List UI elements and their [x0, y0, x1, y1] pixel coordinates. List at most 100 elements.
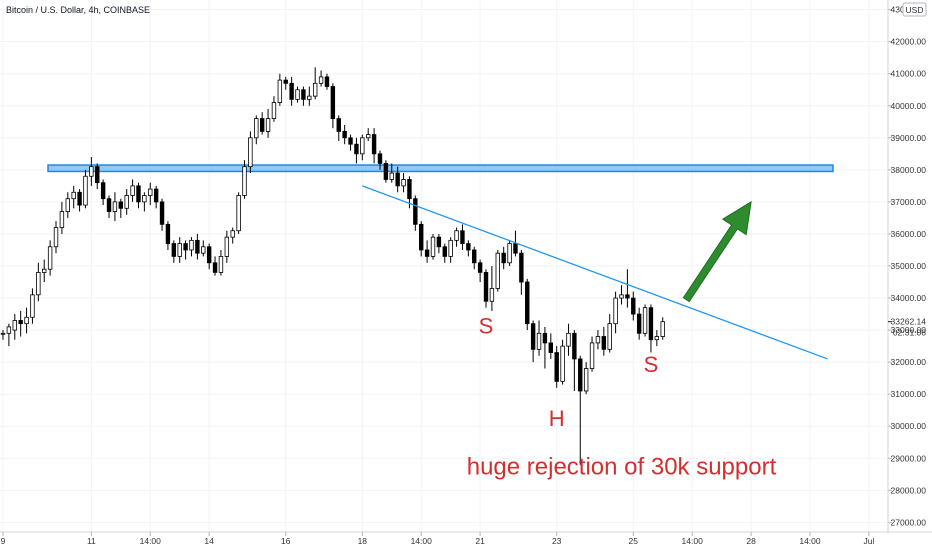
- candle[interactable]: [383, 160, 389, 183]
- candle[interactable]: [277, 73, 283, 106]
- candle[interactable]: [254, 115, 259, 145]
- price-axis[interactable]: 27000.00 28000.00 29000.00 30000.00 31000.00…: [888, 5, 926, 528]
- candle[interactable]: [625, 269, 630, 308]
- resistance-zone-rect[interactable]: [47, 164, 834, 173]
- candle[interactable]: [466, 240, 471, 257]
- candle[interactable]: [366, 128, 371, 142]
- candle[interactable]: [289, 76, 294, 106]
- candle[interactable]: [330, 83, 336, 129]
- candle[interactable]: [218, 249, 224, 276]
- candle[interactable]: [654, 330, 660, 347]
- candle[interactable]: [301, 86, 306, 106]
- candle[interactable]: [660, 317, 665, 340]
- candle[interactable]: [477, 259, 483, 283]
- candle[interactable]: [542, 326, 548, 369]
- candle[interactable]: [501, 246, 506, 270]
- candle[interactable]: [348, 134, 353, 151]
- candle[interactable]: [265, 108, 271, 138]
- candle[interactable]: [430, 233, 436, 260]
- candle[interactable]: [206, 243, 212, 270]
- candle[interactable]: [189, 237, 194, 257]
- candle[interactable]: [342, 124, 347, 145]
- candle[interactable]: [595, 330, 601, 350]
- candle[interactable]: [77, 189, 82, 212]
- candle[interactable]: [106, 195, 112, 218]
- candle[interactable]: [395, 166, 400, 193]
- candle[interactable]: [530, 320, 536, 363]
- candle[interactable]: [295, 86, 300, 103]
- candle[interactable]: [307, 86, 312, 106]
- candle[interactable]: [548, 333, 554, 359]
- candle[interactable]: [65, 192, 70, 218]
- candle[interactable]: [578, 355, 583, 465]
- candle[interactable]: [583, 362, 589, 395]
- candle[interactable]: [36, 262, 41, 302]
- candle[interactable]: [318, 70, 324, 87]
- candle[interactable]: [648, 304, 654, 353]
- trendline[interactable]: [362, 185, 828, 360]
- candle[interactable]: [495, 249, 500, 292]
- candle[interactable]: [148, 182, 153, 206]
- candle[interactable]: [212, 256, 218, 276]
- candle[interactable]: [42, 259, 47, 283]
- candle[interactable]: [0, 330, 6, 340]
- candle[interactable]: [177, 237, 182, 263]
- candle[interactable]: [442, 243, 447, 263]
- candle[interactable]: [18, 310, 23, 337]
- candle[interactable]: [30, 288, 35, 324]
- candle[interactable]: [619, 285, 624, 305]
- candle[interactable]: [566, 323, 571, 356]
- candle[interactable]: [53, 221, 59, 254]
- candle[interactable]: [554, 346, 559, 388]
- candle[interactable]: [572, 330, 577, 391]
- candle[interactable]: [636, 307, 642, 340]
- trendline-line[interactable]: [362, 185, 828, 360]
- candle[interactable]: [454, 227, 459, 247]
- candle[interactable]: [360, 134, 365, 161]
- candle[interactable]: [259, 112, 265, 135]
- candle[interactable]: [613, 291, 618, 334]
- candle[interactable]: [513, 230, 518, 257]
- candle[interactable]: [59, 201, 65, 234]
- candle[interactable]: [377, 150, 383, 170]
- candle[interactable]: [71, 185, 76, 209]
- candle[interactable]: [183, 240, 188, 260]
- candle[interactable]: [130, 179, 135, 202]
- candle[interactable]: [389, 163, 394, 183]
- candle[interactable]: [195, 233, 200, 260]
- candle[interactable]: [248, 131, 253, 174]
- candle[interactable]: [83, 169, 88, 209]
- candle[interactable]: [153, 185, 159, 209]
- candle[interactable]: [507, 240, 512, 266]
- candle[interactable]: [324, 73, 330, 90]
- candles[interactable]: [0, 67, 665, 465]
- candle[interactable]: [401, 173, 406, 193]
- candle[interactable]: [100, 179, 106, 206]
- candle[interactable]: [165, 221, 171, 250]
- candle[interactable]: [95, 163, 100, 190]
- candle[interactable]: [159, 198, 165, 231]
- candle[interactable]: [354, 137, 359, 164]
- candle[interactable]: [460, 224, 465, 250]
- candle[interactable]: [424, 240, 430, 263]
- candle[interactable]: [89, 157, 94, 186]
- candle[interactable]: [312, 67, 318, 100]
- bullish-arrow-shape[interactable]: [682, 200, 752, 303]
- candle[interactable]: [472, 246, 477, 270]
- candle[interactable]: [171, 240, 177, 263]
- candle[interactable]: [436, 233, 442, 254]
- candle[interactable]: [224, 230, 230, 263]
- candle[interactable]: [631, 291, 636, 321]
- candle[interactable]: [413, 195, 418, 231]
- resistance-zone[interactable]: [47, 164, 834, 173]
- candle[interactable]: [242, 160, 247, 199]
- candle[interactable]: [118, 198, 124, 218]
- candle[interactable]: [519, 249, 524, 295]
- candle[interactable]: [336, 115, 341, 142]
- candle[interactable]: [607, 314, 612, 353]
- candle[interactable]: [419, 221, 424, 257]
- candle[interactable]: [371, 128, 377, 164]
- candle[interactable]: [24, 307, 29, 334]
- candle[interactable]: [525, 278, 530, 331]
